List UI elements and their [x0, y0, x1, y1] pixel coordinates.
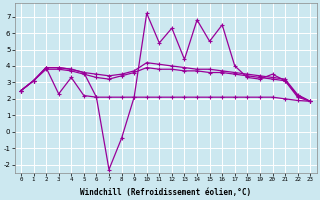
- X-axis label: Windchill (Refroidissement éolien,°C): Windchill (Refroidissement éolien,°C): [80, 188, 251, 197]
